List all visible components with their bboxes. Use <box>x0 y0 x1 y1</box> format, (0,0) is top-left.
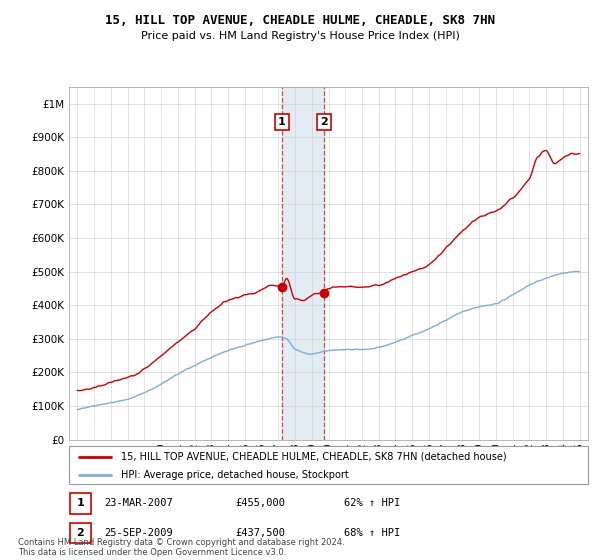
FancyBboxPatch shape <box>69 446 588 484</box>
Text: 2: 2 <box>77 528 84 538</box>
Text: 62% ↑ HPI: 62% ↑ HPI <box>344 498 400 508</box>
Text: 25-SEP-2009: 25-SEP-2009 <box>104 528 173 538</box>
Text: 68% ↑ HPI: 68% ↑ HPI <box>344 528 400 538</box>
Text: HPI: Average price, detached house, Stockport: HPI: Average price, detached house, Stoc… <box>121 470 349 480</box>
Text: £455,000: £455,000 <box>236 498 286 508</box>
Bar <box>282 87 324 440</box>
FancyBboxPatch shape <box>70 493 91 514</box>
Text: £437,500: £437,500 <box>236 528 286 538</box>
Text: 1: 1 <box>77 498 84 508</box>
Text: 23-MAR-2007: 23-MAR-2007 <box>104 498 173 508</box>
Text: 2: 2 <box>320 117 328 127</box>
Text: 15, HILL TOP AVENUE, CHEADLE HULME, CHEADLE, SK8 7HN: 15, HILL TOP AVENUE, CHEADLE HULME, CHEA… <box>105 14 495 27</box>
Text: 15, HILL TOP AVENUE, CHEADLE HULME, CHEADLE, SK8 7HN (detached house): 15, HILL TOP AVENUE, CHEADLE HULME, CHEA… <box>121 452 506 462</box>
Text: Price paid vs. HM Land Registry's House Price Index (HPI): Price paid vs. HM Land Registry's House … <box>140 31 460 41</box>
Text: 1: 1 <box>278 117 286 127</box>
Text: Contains HM Land Registry data © Crown copyright and database right 2024.
This d: Contains HM Land Registry data © Crown c… <box>18 538 344 557</box>
FancyBboxPatch shape <box>70 523 91 543</box>
